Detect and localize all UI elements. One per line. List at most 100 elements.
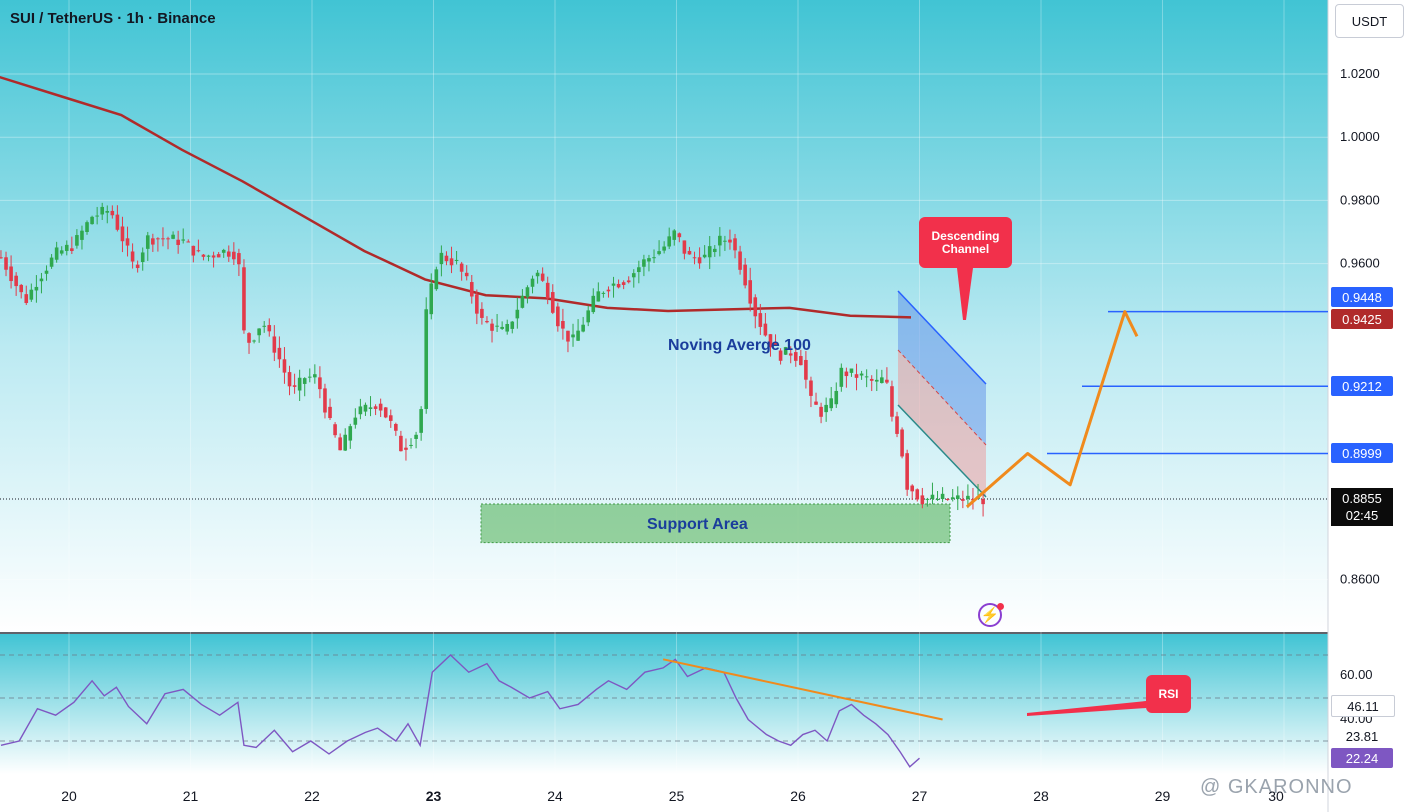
candle-body [388,415,393,421]
candle-body [221,249,226,253]
candle-body [404,447,408,450]
candle-body [677,233,682,238]
candle-body [642,259,646,267]
candle-body [961,499,965,501]
candle-body [566,330,570,342]
candle-body [510,321,515,329]
support-area [480,503,951,544]
candle-body [682,240,687,254]
candle-body [156,238,160,240]
candle-body [247,333,251,343]
rsi-tag-46.11: 46.11 [1331,695,1395,717]
candle-body [773,342,778,346]
candle-body [768,334,773,348]
candle-body [859,373,864,376]
candle-body [930,494,935,500]
main-plot [0,75,1328,544]
currency-selector[interactable]: USDT [1335,4,1404,38]
candle-body [409,444,413,446]
candle-body [191,245,196,256]
callout-pointer [957,268,973,320]
channel-top-line [897,290,987,385]
candle-body [950,497,955,500]
candle-body [849,368,854,373]
candle-body [707,246,712,258]
candle-body [880,377,884,384]
candle-body [778,350,783,361]
candle-body [4,257,8,270]
candle-body [34,286,39,291]
date-tick-label: 20 [61,788,77,804]
candle-body [444,255,449,262]
candle-body [834,390,839,405]
candle-body [480,308,484,318]
lightning-icon[interactable]: ⚡ [978,603,1002,627]
candle-body [0,257,3,259]
candle-body [819,406,823,417]
candle-body [323,388,327,413]
candle-body [262,325,267,327]
support-label: Support Area [647,516,748,533]
candle-body [75,235,79,246]
date-tick-label: 21 [182,788,199,804]
candle-body [814,401,818,405]
ma-100-line [0,75,912,319]
candle-body [535,272,540,277]
candle-body [748,280,753,304]
candle-body [338,437,342,451]
candle-body [935,499,940,501]
price-tick-label: 0.9800 [1340,192,1380,207]
candle-body [910,485,915,492]
candle-body [399,435,403,452]
channel-bottom-line [897,404,987,498]
candle-body [90,216,94,225]
rsi-tag-22.24: 22.24 [1331,748,1393,768]
candle-body [490,323,494,331]
candle-body [783,347,788,355]
candle-body [59,250,64,254]
candle-body [348,426,353,441]
candle-body [940,493,945,500]
candle-body [343,434,348,451]
candle-body [854,374,859,378]
candle-body [485,321,489,323]
level-tag-0.8999: 0.8999 [1331,443,1393,463]
candle-body [257,328,261,336]
candle-body [672,230,677,240]
candle-body [637,267,641,273]
candle-body [500,326,504,329]
candle-body [763,323,768,336]
candle-body [363,404,368,412]
candle-body [282,359,287,373]
date-tick-label: 22 [304,788,320,804]
candle-body [895,416,899,434]
candle-body [652,257,656,259]
candle-body [874,379,879,382]
candle-body [39,278,44,282]
candle-body [85,222,89,232]
date-tick-label: 29 [1154,788,1171,804]
candle-body [449,258,454,266]
candle-body [900,429,904,457]
candle-body [550,292,555,313]
candle-body [277,347,282,360]
candle-body [145,235,150,249]
candle-body [424,309,429,409]
candle-body [469,282,474,297]
channel-mid-line [897,349,987,446]
rsi-line [0,654,920,768]
candle-body [287,372,292,387]
candle-body [130,251,135,262]
candle-body [829,398,834,409]
candle-body [809,380,813,396]
candle-body [885,379,889,383]
candle-body [925,498,930,500]
date-tick-label: 30 [1268,788,1284,804]
candle-body [758,313,763,327]
last-price-tag: 0.8855 02:45 [1331,488,1393,526]
candle-body [44,270,49,274]
candle-body [297,377,302,391]
rsi-callout-pointer [1027,701,1146,716]
candle-body [414,434,418,439]
candle-body [216,254,221,258]
